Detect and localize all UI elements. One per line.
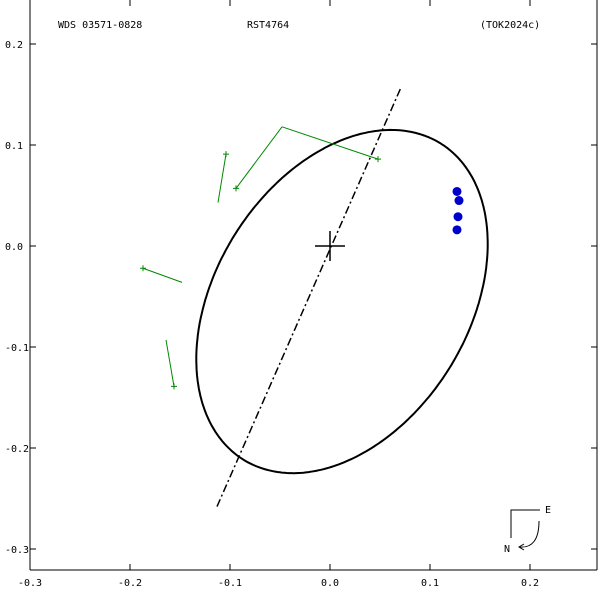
compass-north-label: N (504, 544, 510, 555)
observation-residual-line (142, 267, 183, 283)
compass-arrow-arc (518, 520, 540, 548)
recent-measurement-point (453, 212, 463, 222)
x-tick-label: -0.3 (18, 578, 42, 589)
recent-measurement-point (452, 225, 462, 235)
compass-east-arm (510, 509, 540, 538)
line-of-nodes (216, 87, 402, 507)
recent-measurement-point (452, 186, 462, 196)
observation-residual-line (165, 339, 175, 387)
observation-point (223, 151, 229, 158)
observation-residual-line (281, 126, 379, 160)
compass-arrow-head (518, 543, 525, 551)
header-reference: (TOK2024c) (480, 20, 540, 31)
x-tick-label: 0.2 (521, 578, 539, 589)
y-tick-label: 0.0 (5, 242, 23, 253)
orbit-ellipse (195, 128, 489, 475)
axes (29, 0, 598, 571)
x-tick-label: -0.2 (118, 578, 142, 589)
x-tick-label: 0.0 (321, 578, 339, 589)
observation-point (375, 156, 381, 163)
axis-ticks: -0.3 -0.2 -0.1 0.0 0.1 0.2 0.2 0.1 0.0 -0.1 -0.2 -0… (5, 0, 597, 589)
y-tick-label: -0.2 (5, 444, 29, 455)
observation-point (233, 185, 239, 192)
header-wds-id: WDS 03571-0828 (58, 20, 142, 31)
observation-point (171, 383, 177, 390)
header-system-name: RST4764 (247, 20, 289, 31)
y-tick-label: -0.3 (5, 545, 29, 556)
recent-measurement-point (454, 196, 464, 206)
observation-residual-line (217, 154, 227, 203)
y-tick-label: -0.1 (5, 343, 29, 354)
observation-residual-line (235, 126, 283, 189)
x-tick-label: -0.1 (218, 578, 242, 589)
observation-point (140, 265, 146, 272)
y-tick-label: 0.2 (5, 40, 23, 51)
compass-east-label: E (545, 505, 551, 516)
compass: E N (504, 505, 551, 555)
x-tick-label: 0.1 (421, 578, 439, 589)
y-tick-label: 0.1 (5, 141, 23, 152)
orbit-plot (140, 87, 489, 507)
